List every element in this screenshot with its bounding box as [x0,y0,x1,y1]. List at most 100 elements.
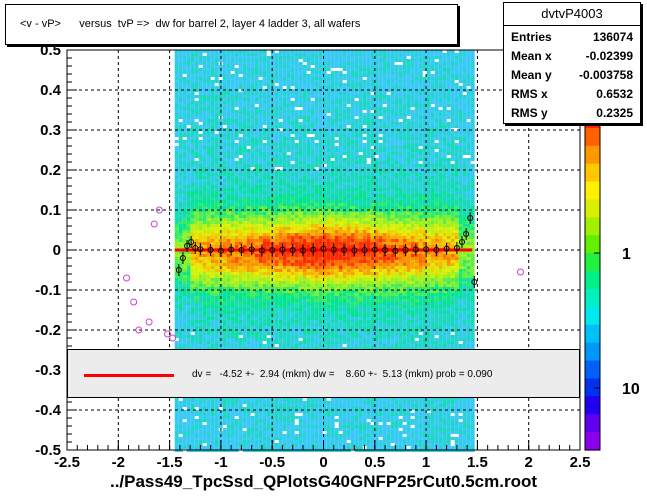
heatmap-cell [242,293,247,296]
heatmap-cell [186,74,191,77]
heatmap-cell [234,215,239,218]
heatmap-cell [286,188,291,191]
heatmap-cell [322,266,327,269]
heatmap-cell [242,308,247,311]
heatmap-cell [314,269,319,272]
heatmap-cell [214,416,219,419]
heatmap-cell [290,212,295,215]
heatmap-cell [230,206,235,209]
heatmap-cell [322,242,327,245]
heatmap-cell [218,155,223,158]
heatmap-cell [266,95,271,98]
heatmap-cell [270,293,275,296]
heatmap-cell [186,425,191,428]
heatmap-cell [190,62,195,65]
heatmap-cell [286,230,291,233]
heatmap-cell [254,137,259,140]
heatmap-cell [258,296,263,299]
heatmap-cell [286,398,291,401]
heatmap-cell [298,173,303,176]
heatmap-cell [198,398,203,401]
heatmap-cell [314,308,319,311]
heatmap-cell [214,344,219,347]
heatmap-cell [294,263,299,266]
heatmap-cell [294,446,299,449]
heatmap-cell [242,83,247,86]
heatmap-cell [190,122,195,125]
heatmap-cell [238,287,243,290]
heatmap-cell [230,122,235,125]
heatmap-cell [322,86,327,89]
heatmap-cell [246,293,251,296]
heatmap-cell [282,95,287,98]
heatmap-cell [322,53,327,56]
heatmap-cell [214,122,219,125]
heatmap-cell [262,347,267,350]
heatmap-cell [238,53,243,56]
heatmap-cell [202,59,207,62]
heatmap-cell [202,305,207,308]
heatmap-cell [310,140,315,143]
heatmap-cell [250,131,255,134]
heatmap-cell [182,191,187,194]
heatmap-cell [206,278,211,281]
heatmap-cell [198,260,203,263]
heatmap-cell [286,302,291,305]
heatmap-cell [322,92,327,95]
heatmap-cell [174,188,179,191]
heatmap-cell [222,161,227,164]
heatmap-cell [202,413,207,416]
heatmap-cell [274,275,279,278]
heatmap-cell [198,407,203,410]
heatmap-cell [282,305,287,308]
heatmap-cell [266,254,271,257]
heatmap-cell [186,347,191,350]
heatmap-cell [174,317,179,320]
heatmap-cell [310,344,315,347]
heatmap-cell [174,242,179,245]
heatmap-cell [306,422,311,425]
heatmap-cell [178,314,183,317]
heatmap-cell [290,428,295,431]
heatmap-cell [258,272,263,275]
heatmap-cell [266,215,271,218]
heatmap-cell [190,233,195,236]
heatmap-cell [290,110,295,113]
heatmap-cell [214,410,219,413]
heatmap-cell [222,113,227,116]
heatmap-cell [314,74,319,77]
heatmap-cell [214,230,219,233]
heatmap-cell [310,170,315,173]
heatmap-cell [266,212,271,215]
heatmap-cell [318,203,323,206]
heatmap-cell [190,212,195,215]
heatmap-cell [302,416,307,419]
heatmap-cell [274,131,279,134]
heatmap-cell [302,89,307,92]
heatmap-cell [278,290,283,293]
heatmap-cell [238,302,243,305]
heatmap-cell [198,428,203,431]
heatmap-cell [238,176,243,179]
heatmap-cell [298,311,303,314]
heatmap-cell [322,329,327,332]
heatmap-cell [326,89,331,92]
heatmap-cell [306,263,311,266]
heatmap-cell [222,101,227,104]
heatmap-cell [194,53,199,56]
heatmap-cell [198,338,203,341]
heatmap-cell [302,158,307,161]
heatmap-cell [298,128,303,131]
heatmap-cell [254,428,259,431]
heatmap-cell [246,335,251,338]
heatmap-cell [218,419,223,422]
heatmap-cell [298,299,303,302]
heatmap-cell [266,323,271,326]
heatmap-cell [242,161,247,164]
heatmap-cell [278,116,283,119]
heatmap-cell [246,77,251,80]
heatmap-cell [230,59,235,62]
heatmap-cell [214,143,219,146]
heatmap-cell [226,77,231,80]
heatmap-cell [234,434,239,437]
